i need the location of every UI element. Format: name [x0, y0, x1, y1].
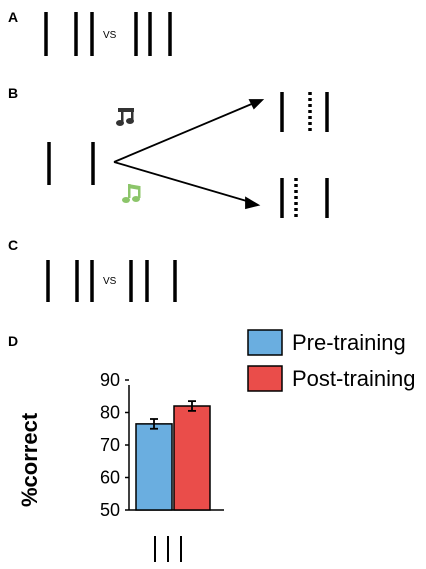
error-bar-post-training [188, 400, 196, 412]
music-notes-icon [122, 184, 141, 203]
panel-b-arrows [113, 99, 265, 210]
y-tick-label: 80 [100, 403, 120, 423]
legend-label-post-training: Post-training [292, 366, 416, 391]
legend-label-pre-training: Pre-training [292, 330, 406, 355]
bar-post-training [173, 405, 211, 511]
error-bar-pre-training [150, 418, 158, 430]
music-note-icon [116, 108, 134, 126]
panel-a-label: A [8, 9, 18, 25]
panel-d-stimulus [154, 536, 182, 562]
panel-a-stimulus-right [134, 12, 172, 56]
panel-c-stimulus-right [129, 260, 177, 302]
legend-swatch-pre-training [247, 329, 283, 356]
panel-a-vs-text: VS [103, 30, 117, 41]
panel-c-vs-text: VS [103, 276, 117, 287]
panel-d-label: D [8, 333, 18, 349]
panel-b-outcome-top [280, 92, 329, 132]
y-tick-label: 90 [100, 370, 120, 390]
y-tick-label: 60 [100, 468, 120, 488]
panel-c-label: C [8, 237, 18, 253]
bar-chart: 90 80 70 60 50 %correct [17, 370, 224, 520]
legend: Pre-training Post-training [247, 329, 416, 392]
legend-swatch-post-training [247, 365, 283, 392]
y-tick-label: 50 [100, 500, 120, 520]
panel-a-stimulus-left [44, 12, 94, 56]
y-tick-label: 70 [100, 435, 120, 455]
panel-b-base-stimulus [47, 142, 95, 185]
panel-c-stimulus-left [46, 260, 94, 302]
y-axis-label: %correct [17, 412, 42, 507]
panel-b-label: B [8, 85, 18, 101]
bar-pre-training [135, 423, 173, 511]
panel-b-outcome-bottom [280, 178, 329, 218]
